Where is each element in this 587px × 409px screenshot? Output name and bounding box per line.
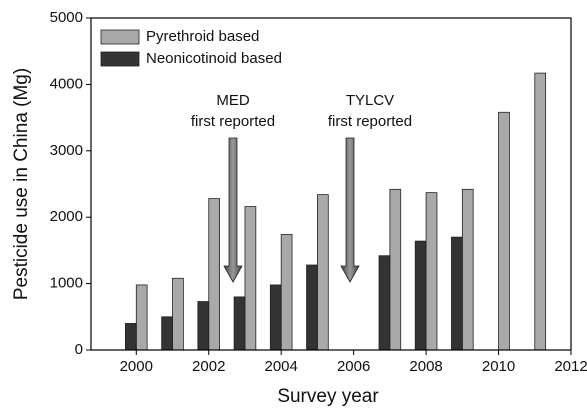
bar (280, 234, 293, 351)
bar (425, 192, 438, 351)
y-tick-label: 1000 (50, 275, 83, 292)
annotation-arrow (223, 137, 243, 283)
bar (534, 72, 547, 351)
bar (306, 264, 318, 351)
bar (244, 206, 257, 351)
bar (233, 296, 246, 351)
bar (125, 323, 137, 351)
bar (197, 301, 210, 351)
y-tick-label: 3000 (50, 142, 83, 159)
bar (317, 194, 329, 351)
x-tick-label: 2010 (482, 358, 515, 375)
y-tick-label: 4000 (50, 75, 83, 92)
plot-frame (90, 17, 572, 351)
bar (461, 188, 474, 351)
legend-label: Neonicotinoid based (146, 50, 282, 67)
annotation: first reported (328, 113, 412, 130)
x-tick-label: 2006 (337, 358, 370, 375)
bar (172, 277, 184, 351)
annotation: MED (216, 92, 250, 109)
bar (389, 188, 402, 351)
legend-label: Pyrethroid based (146, 28, 259, 45)
x-tick-label: 2008 (409, 358, 442, 375)
bar (451, 236, 463, 351)
y-tick-label: 5000 (50, 9, 83, 26)
x-tick-label: 2004 (265, 358, 298, 375)
annotation-arrow (340, 137, 360, 283)
annotation: first reported (191, 113, 275, 130)
legend-swatch (100, 29, 140, 45)
x-tick-label: 2002 (192, 358, 225, 375)
x-tick-label: 2000 (120, 358, 153, 375)
x-axis-title: Survey year (277, 386, 379, 407)
legend-swatch (100, 51, 140, 67)
bar (161, 316, 173, 351)
x-tick-label: 2012 (554, 358, 587, 375)
bar (378, 255, 391, 351)
bar (414, 240, 427, 351)
y-tick-label: 2000 (50, 208, 83, 225)
y-tick-label: 0 (75, 341, 83, 358)
bar (135, 284, 148, 351)
annotation: TYLCV (346, 92, 394, 109)
bar (208, 198, 221, 351)
y-axis-title: Pesticide use in China (Mg) (11, 68, 32, 300)
bar (498, 111, 510, 351)
bar (269, 284, 282, 351)
